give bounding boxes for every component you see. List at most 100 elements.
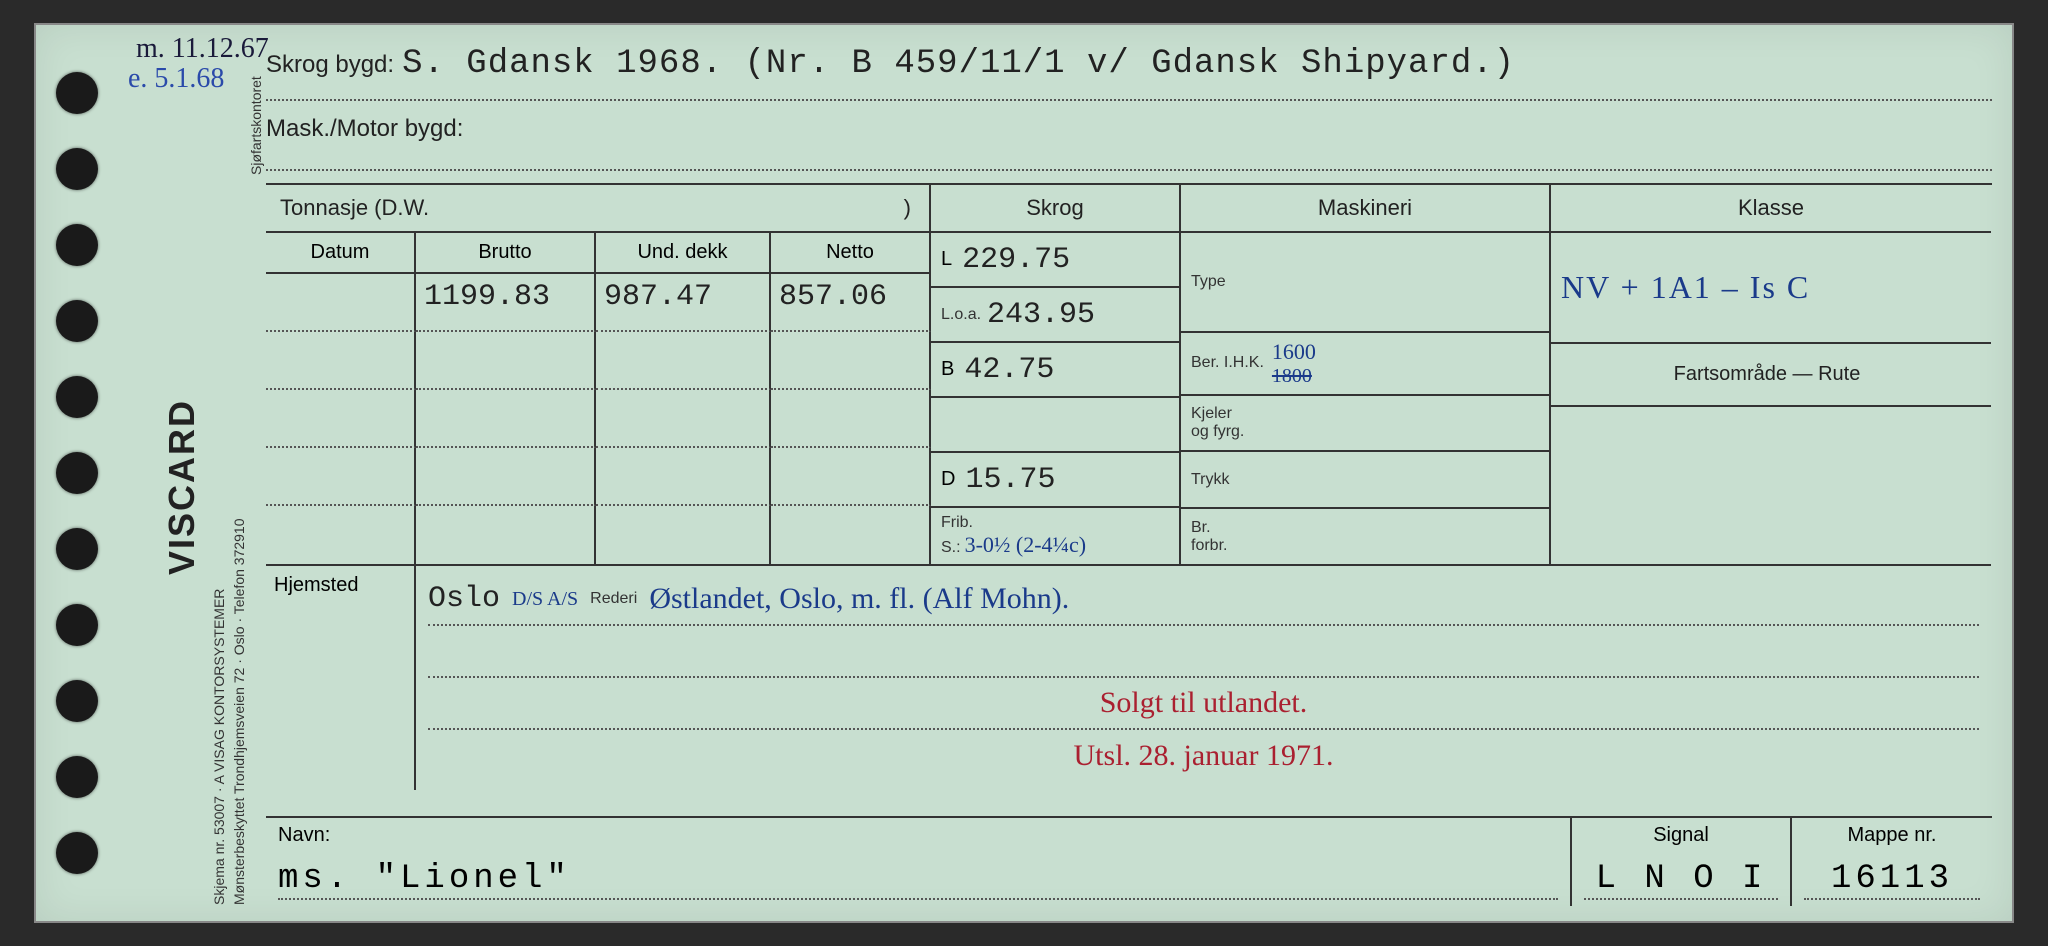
empty-cell [416,506,596,564]
annotation-date-1: m. 11.12.67 [136,33,269,65]
unddekk-cell: 987.47 [596,274,771,332]
tonnasje-label: Tonnasje (D.W. [280,195,429,221]
signal-value: L N O I [1584,860,1778,900]
netto-header: Netto [771,233,931,274]
hole [56,452,98,494]
annotation-date-2: e. 5.1.68 [128,63,224,95]
tonnasje-paren: ) [904,195,925,221]
empty-cell [771,506,931,564]
brutto-value: 1199.83 [424,280,550,314]
skrog-bygd-value: S. Gdansk 1968. (Nr. B 459/11/1 v/ Gdans… [402,45,1515,83]
empty-cell [416,390,596,448]
mappe-cell: Mappe nr. 16113 [1792,818,1992,906]
mask-type: Type [1181,233,1549,333]
frib-label: Frib. [941,514,973,532]
empty-cell [771,390,931,448]
mask-ber: Ber. I.H.K. 1600 1800 [1181,333,1549,396]
empty-cell [771,332,931,390]
rederi-value: Østlandet, Oslo, m. fl. (Alf Mohn). [649,582,1069,616]
maskineri-column: Type Ber. I.H.K. 1600 1800 Kjeler og fyr… [1181,233,1551,564]
side-address: Mønsterbeskyttet Trondhjemsveien 72 · Os… [231,519,247,906]
netto-cell: 857.06 [771,274,931,332]
mask-trykk: Trykk [1181,452,1549,509]
datum-header: Datum [266,233,416,274]
farts-label: Fartsområde — Rute [1674,363,1861,386]
ber-label: Ber. I.H.K. [1191,354,1264,372]
unddekk-value: 987.47 [604,280,712,314]
empty-cell [596,390,771,448]
empty-cell [596,448,771,506]
note-solgt: Solgt til utlandet. [1100,686,1308,720]
side-sjofartskontoret: Sjøfartskontoret [248,76,264,175]
brand-viscard: VISCARD [161,399,203,575]
mappe-label: Mappe nr. [1804,824,1980,847]
skrog-column: L 229.75 L.o.a. 243.95 B 42.75 D 15.75 [931,233,1181,564]
brutto-cell: 1199.83 [416,274,596,332]
maskineri-header: Maskineri [1181,185,1551,233]
fartsomrade-body [1551,407,1991,565]
rederi-prefix: D/S A/S [512,588,578,611]
unddekk-header: Und. dekk [596,233,771,274]
Loa-value: 243.95 [987,298,1095,332]
klasse-column: NV + 1A1 – Is C Fartsområde — Rute [1551,233,1991,564]
navn-label: Navn: [278,824,1558,847]
kjeler-label: Kjeler og fyrg. [1191,405,1244,441]
tonnasje-header: Tonnasje (D.W. ) [266,185,931,233]
skrog-L: L 229.75 [931,233,1179,288]
hjemsted-city: Oslo [428,582,500,616]
trykk-label: Trykk [1191,471,1230,489]
L-value: 229.75 [962,243,1070,277]
hole [56,832,98,874]
type-label: Type [1191,273,1226,291]
hole [56,528,98,570]
card-content: Skrog bygd: S. Gdansk 1968. (Nr. B 459/1… [266,45,1992,906]
skrog-bygd-row: Skrog bygd: S. Gdansk 1968. (Nr. B 459/1… [266,45,1992,101]
rederi-label: Rederi [590,590,637,608]
datum-cell [266,274,416,332]
brutto-header: Brutto [416,233,596,274]
empty-cell [771,448,931,506]
klasse-header: Klasse [1551,185,1991,233]
hole [56,376,98,418]
hole [56,680,98,722]
hjemsted-line-1: Oslo D/S A/S Rederi Østlandet, Oslo, m. … [428,574,1979,626]
hjemsted-line-2 [428,626,1979,678]
hole [56,604,98,646]
hjemsted-section: Hjemsted Oslo D/S A/S Rederi Østlandet, … [266,564,1991,790]
Loa-label: L.o.a. [941,306,981,324]
hole [56,224,98,266]
fartsomrade-header: Fartsområde — Rute [1551,344,1991,407]
mask-kjeler: Kjeler og fyrg. [1181,396,1549,453]
empty-cell [416,332,596,390]
empty-cell [266,332,416,390]
netto-value: 857.06 [779,280,887,314]
hjemsted-label: Hjemsted [266,566,416,790]
signal-label: Signal [1584,824,1778,847]
mask-br: Br. forbr. [1181,509,1549,564]
skrog-Loa: L.o.a. 243.95 [931,288,1179,343]
klasse-value-row: NV + 1A1 – Is C [1551,233,1991,344]
skrog-empty [931,398,1179,453]
skrog-header: Skrog [931,185,1181,233]
hjemsted-body: Oslo D/S A/S Rederi Østlandet, Oslo, m. … [416,566,1991,790]
frib-s-value: 3-0½ (2-4¼c) [965,532,1087,557]
hjemsted-line-3: Solgt til utlandet. [428,678,1979,730]
index-card: m. 11.12.67 e. 5.1.68 VISCARD Skjema nr.… [34,23,2014,923]
skrog-bygd-label: Skrog bygd: [266,51,394,79]
mask-motor-row: Mask./Motor bygd: [266,115,1992,171]
footer-row: Navn: ms. "Lionel" Signal L N O I Mappe … [266,816,1992,906]
note-utsl: Utsl. 28. januar 1971. [1074,739,1334,773]
empty-cell [416,448,596,506]
frib-s-label: S.: [941,539,961,556]
mask-motor-label: Mask./Motor bygd: [266,115,463,143]
D-label: D [941,468,955,491]
skrog-frib: Frib. S.: 3-0½ (2-4¼c) [931,508,1179,564]
hole [56,300,98,342]
main-table: Tonnasje (D.W. ) Skrog Maskineri Klasse … [266,183,1992,790]
L-label: L [941,248,952,271]
empty-cell [596,506,771,564]
hole [56,72,98,114]
hole [56,148,98,190]
empty-cell [266,448,416,506]
skrog-B: B 42.75 [931,343,1179,398]
